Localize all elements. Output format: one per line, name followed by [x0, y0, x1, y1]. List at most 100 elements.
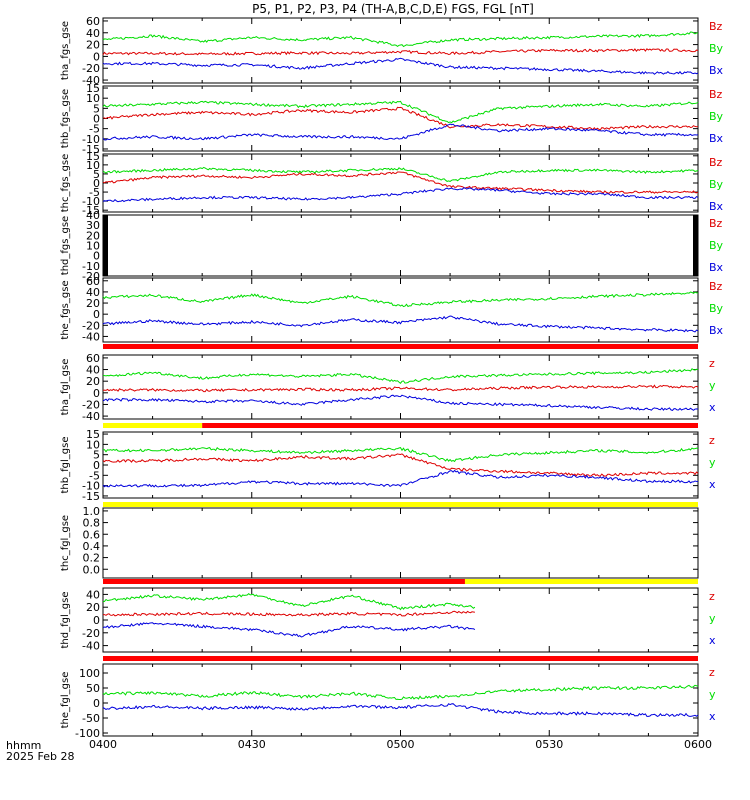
y-tick-label: -50: [82, 712, 100, 725]
legend-entry-z: z: [709, 666, 715, 679]
y-tick-label: -15: [82, 143, 100, 156]
legend-entry-x: x: [709, 634, 716, 647]
y-tick-label: 40: [86, 286, 100, 299]
series-line-x: [102, 394, 699, 411]
panel-frame: [102, 587, 699, 653]
y-tick-label: 0: [93, 614, 100, 627]
x-tick-label: 0430: [238, 738, 266, 751]
y-axis-label: thd_fgl_gse: [60, 592, 71, 649]
y-tick-label: -5: [89, 469, 100, 482]
chart-title: P5, P1, P2, P3, P4 (TH-A,B,C,D,E) FGS, F…: [252, 2, 534, 16]
legend-entry-Bx: Bx: [709, 324, 724, 337]
y-axis-label: tha_fgl_gse: [60, 359, 71, 416]
y-tick-label: 40: [86, 364, 100, 377]
series-line-By: [102, 291, 699, 308]
y-tick-label: -40: [82, 330, 100, 343]
y-tick-label: 20: [86, 375, 100, 388]
y-tick-label: 40: [86, 27, 100, 40]
panel-frame: [102, 153, 699, 213]
y-axis-label: thc_fgl_gse: [60, 515, 71, 571]
y-tick-label: -10: [82, 133, 100, 146]
legend-entry-By: By: [709, 239, 724, 252]
y-tick-label: 5: [93, 168, 100, 181]
flags-group: [103, 344, 698, 661]
y-tick-label: 0: [93, 250, 100, 263]
y-tick-label: 5: [93, 449, 100, 462]
y-axis-label: the_fgs_gse: [60, 280, 71, 339]
y-tick-label: -20: [82, 627, 100, 640]
legend-entry-x: x: [709, 401, 716, 414]
flag-bar-yellow: [464, 579, 698, 584]
y-tick-label: 60: [86, 15, 100, 28]
y-tick-label: -20: [82, 319, 100, 332]
series-line-y: [102, 447, 699, 463]
edge-bar: [103, 215, 108, 276]
series-line-y: [102, 684, 699, 700]
y-tick-label: 20: [86, 229, 100, 242]
panel-the_fgl_gse: the_fgl_gse -100 -50 0 50 100 zyx: [60, 663, 716, 740]
y-tick-label: 10: [86, 159, 100, 172]
y-tick-label: 0.8: [83, 517, 101, 530]
legend-entry-Bz: Bz: [709, 217, 723, 230]
edge-bar: [693, 215, 698, 276]
y-tick-label: 0: [93, 697, 100, 710]
panel-frame: [102, 17, 699, 84]
legend-entry-Bz: Bz: [709, 280, 723, 293]
legend-entry-x: x: [709, 478, 716, 491]
series-line-x: [102, 703, 699, 717]
y-tick-label: -20: [82, 62, 100, 75]
y-tick-label: 0: [93, 113, 100, 126]
legend-entry-y: y: [709, 379, 716, 392]
legend-entry-Bz: Bz: [709, 20, 723, 33]
flag-bar-red: [103, 344, 698, 349]
y-tick-label: 20: [86, 297, 100, 310]
series-line-y: [102, 593, 476, 611]
y-tick-label: 15: [86, 150, 100, 163]
y-axis-label: thc_fgs_gse: [60, 154, 71, 213]
legend-entry-y: y: [709, 612, 716, 625]
legend-entry-Bx: Bx: [709, 64, 724, 77]
flag-bar-red: [202, 423, 698, 428]
series-line-x: [102, 622, 476, 638]
y-tick-label: -100: [75, 727, 100, 740]
panel-thc_fgl_gse: thc_fgl_gse 0.00.20.40.60.81.0: [60, 505, 699, 579]
series-line-z: [102, 384, 699, 393]
y-tick-label: 0: [93, 387, 100, 400]
legend-entry-y: y: [709, 688, 716, 701]
y-tick-label: 60: [86, 275, 100, 288]
y-tick-label: 50: [86, 682, 100, 695]
y-tick-label: 10: [86, 92, 100, 105]
series-line-By: [102, 166, 699, 182]
y-tick-label: -40: [82, 410, 100, 423]
panel-frame: [102, 507, 699, 579]
x-axis: 0400 0430 0500 0530 0600: [89, 738, 712, 751]
series-line-z: [102, 453, 699, 477]
time-label: hhmm: [6, 739, 41, 752]
legend-entry-By: By: [709, 302, 724, 315]
y-tick-label: -20: [82, 270, 100, 283]
legend-entry-z: z: [709, 357, 715, 370]
legend-entry-Bx: Bx: [709, 261, 724, 274]
series-line-x: [102, 469, 699, 488]
panel-frame: [102, 277, 699, 343]
series-line-Bz: [102, 48, 699, 56]
y-tick-label: 0: [93, 50, 100, 63]
y-tick-label: -40: [82, 74, 100, 87]
y-tick-label: 100: [79, 667, 100, 680]
y-tick-label: -10: [82, 195, 100, 208]
y-axis-label: tha_fgs_gse: [60, 21, 71, 80]
y-tick-label: 40: [86, 588, 100, 601]
y-tick-label: -10: [82, 480, 100, 493]
legend-entry-Bz: Bz: [709, 156, 723, 169]
y-tick-label: 0: [93, 459, 100, 472]
legend-entry-z: z: [709, 434, 715, 447]
y-axis-label: thb_fgs_gse: [60, 89, 71, 148]
y-tick-label: -15: [82, 204, 100, 217]
legend-entry-By: By: [709, 42, 724, 55]
y-tick-label: 0.0: [83, 563, 101, 576]
